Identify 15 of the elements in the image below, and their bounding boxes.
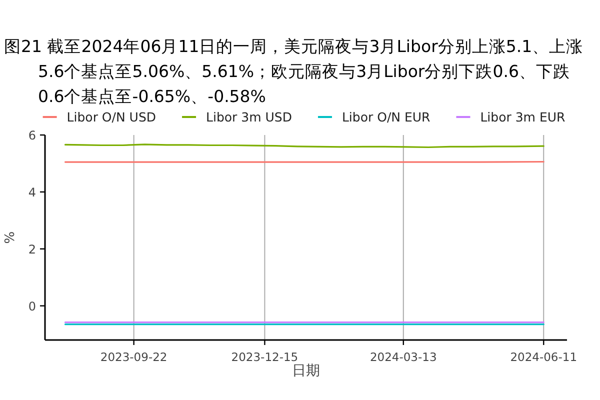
legend-label: Libor O/N EUR [342, 110, 431, 124]
y-tick-label: 0 [28, 299, 36, 314]
legend-label: Libor O/N USD [66, 110, 156, 124]
y-tick-label: 4 [28, 185, 36, 200]
x-tick-label: 2023-12-15 [231, 350, 298, 364]
x-tick-label: 2023-09-22 [100, 350, 168, 364]
legend-label: Libor 3m USD [206, 110, 292, 124]
y-axis-title: % [3, 231, 18, 244]
y-tick-label: 2 [28, 242, 36, 256]
legend-label: Libor 3m EUR [480, 110, 566, 124]
x-tick-label: 2024-06-11 [510, 350, 578, 364]
y-tick-label: 6 [28, 128, 36, 142]
x-tick-label: 2024-03-13 [370, 350, 437, 364]
chart-title: 图21 截至2024年06月11日的一周，美元隔夜与3月Libor分别上涨5.1、上涨5.6个基点至5.06%、5.61%；欧元隔夜与3月Libor分别下跌0.6、下跌0.6个基点至-0.65%、-0.58% [4, 36, 584, 108]
x-axis-title: 日期 [292, 363, 320, 379]
